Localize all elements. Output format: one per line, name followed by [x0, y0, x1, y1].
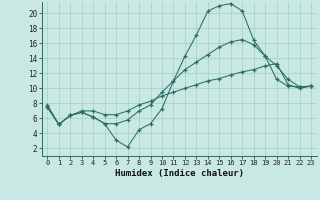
X-axis label: Humidex (Indice chaleur): Humidex (Indice chaleur) [115, 169, 244, 178]
